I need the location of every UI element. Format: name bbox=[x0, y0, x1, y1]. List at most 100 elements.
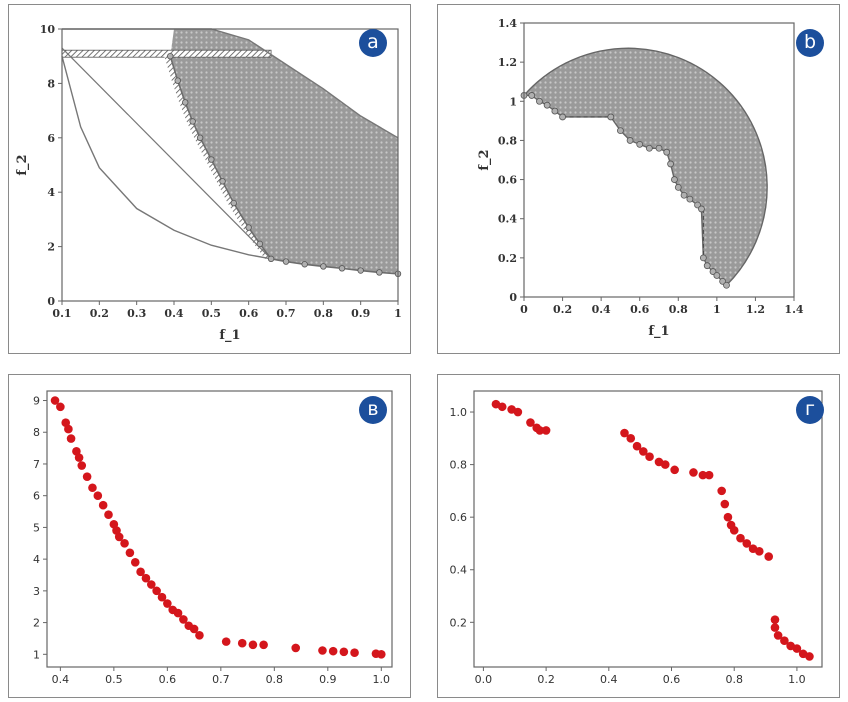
y-tick-label: 0 bbox=[509, 291, 517, 304]
pareto-point bbox=[219, 178, 226, 185]
data-point bbox=[130, 558, 140, 567]
y-tick-label: 5 bbox=[33, 521, 40, 534]
plot-frame bbox=[61, 28, 399, 302]
data-point bbox=[64, 424, 73, 434]
y-tick-label: 1 bbox=[509, 95, 517, 108]
data-point bbox=[620, 428, 629, 438]
chart-b-svg: 0 0.2 0.4 0.6 0.8 1 1.2 1.4 0 0.2 0.4 0.6 0.8 1 1.2 1.4… bbox=[477, 17, 804, 339]
pareto-point bbox=[551, 107, 559, 115]
y-tick-label: 6 bbox=[33, 490, 40, 503]
y-tick-label: 2 bbox=[47, 241, 55, 254]
x-tick-label: 0.2 bbox=[90, 307, 109, 320]
pareto-point bbox=[282, 258, 290, 265]
pareto-point bbox=[543, 101, 551, 109]
pareto-point bbox=[559, 113, 566, 121]
chart-panel-c: 0.4 0.5 0.6 0.7 0.8 0.9 1.0 1 2 3 4 5 6 7 8 9 в bbox=[8, 374, 411, 698]
data-point bbox=[541, 426, 551, 435]
data-point bbox=[56, 402, 65, 412]
pareto-point bbox=[674, 183, 682, 191]
data-point bbox=[136, 567, 145, 577]
data-point bbox=[513, 407, 523, 417]
data-point bbox=[179, 615, 188, 624]
pareto-point bbox=[680, 191, 688, 199]
x-tick-label: 0.4 bbox=[592, 303, 611, 316]
x-tick-label: 1.2 bbox=[746, 303, 765, 316]
data-point bbox=[318, 646, 327, 655]
pareto-point bbox=[663, 148, 671, 156]
y-tick-label: 0.2 bbox=[450, 616, 468, 629]
data-point bbox=[632, 441, 642, 451]
data-point bbox=[805, 652, 814, 661]
data-point bbox=[698, 470, 708, 480]
chart-c-svg: 0.4 0.5 0.6 0.7 0.8 0.9 1.0 1 2 3 4 5 6 7 8 9 bbox=[33, 390, 393, 686]
x-tick-label: 0.8 bbox=[266, 673, 284, 686]
pareto-point bbox=[301, 261, 308, 268]
pareto-point bbox=[267, 255, 275, 263]
data-point bbox=[66, 434, 76, 443]
x-tick-label: 0.7 bbox=[276, 307, 295, 320]
data-point bbox=[221, 637, 231, 646]
y-tick-label: 8 bbox=[47, 77, 55, 90]
data-point bbox=[736, 533, 745, 543]
y-tick-label: 7 bbox=[33, 458, 40, 471]
pareto-point bbox=[686, 195, 694, 203]
y-tick-label: 0.6 bbox=[450, 511, 468, 524]
pareto-point bbox=[636, 140, 644, 148]
pareto-point bbox=[320, 263, 327, 270]
x-tick-label: 0.9 bbox=[319, 673, 337, 686]
x-tick-label: 1.0 bbox=[373, 673, 391, 686]
diagonal-curve bbox=[61, 47, 272, 260]
panel-badge-a: a bbox=[359, 29, 387, 57]
data-point bbox=[152, 586, 161, 596]
data-point bbox=[742, 539, 752, 548]
x-tick-label: 0.2 bbox=[553, 303, 572, 316]
pareto-point bbox=[208, 156, 215, 163]
pareto-point bbox=[256, 240, 264, 248]
data-point bbox=[141, 573, 151, 583]
panel-badge-d: г bbox=[796, 396, 824, 424]
data-point bbox=[670, 465, 679, 475]
x-tick-label: 0.1 bbox=[52, 307, 71, 320]
x-tick-label: 0.0 bbox=[475, 673, 493, 686]
pareto-point bbox=[189, 118, 196, 125]
data-point bbox=[535, 426, 545, 435]
data-point bbox=[645, 452, 654, 462]
y-tick-label: 9 bbox=[33, 395, 40, 408]
data-point bbox=[626, 434, 636, 443]
y-tick-label: 1 bbox=[33, 648, 40, 661]
x-axis-label: f_1 bbox=[219, 328, 240, 343]
x-tick-label: 0.8 bbox=[669, 303, 688, 316]
pareto-point bbox=[230, 199, 237, 207]
pareto-point bbox=[174, 77, 181, 84]
chart-panel-d: 0.0 0.2 0.4 0.6 0.8 1.0 0.2 0.4 0.6 0.8 1.0 г bbox=[437, 374, 840, 698]
pareto-point bbox=[713, 272, 721, 279]
x-tick-label: 0.8 bbox=[314, 307, 333, 320]
pareto-point bbox=[196, 134, 204, 141]
data-point bbox=[173, 608, 183, 618]
data-point bbox=[120, 538, 129, 548]
data-point bbox=[248, 640, 258, 650]
chart-a-svg: 0.1 0.2 0.3 0.4 0.5 0.6 0.7 0.8 0.9 10246810f_1f_… bbox=[15, 23, 402, 343]
feasible-region bbox=[170, 29, 398, 274]
pareto-point bbox=[607, 113, 615, 121]
pareto-point bbox=[357, 267, 364, 274]
data-point bbox=[377, 650, 386, 659]
data-point bbox=[792, 644, 802, 653]
pareto-point bbox=[181, 99, 189, 106]
data-point bbox=[754, 547, 764, 556]
x-tick-label: 1.0 bbox=[788, 673, 806, 686]
x-tick-label: 0.6 bbox=[159, 673, 177, 686]
data-point bbox=[114, 532, 124, 542]
data-point bbox=[195, 630, 204, 640]
x-tick-label: 0.5 bbox=[105, 673, 123, 686]
hatched-segment bbox=[61, 49, 272, 58]
x-tick-label: 0.6 bbox=[239, 307, 258, 320]
data-point bbox=[526, 418, 535, 427]
x-tick-label: 0.7 bbox=[212, 673, 230, 686]
data-point bbox=[104, 510, 113, 520]
data-point bbox=[723, 512, 733, 522]
y-tick-label: 0.8 bbox=[450, 459, 468, 472]
inner-boundary-curve bbox=[61, 56, 272, 260]
data-point bbox=[704, 470, 714, 480]
pareto-point bbox=[698, 205, 705, 213]
